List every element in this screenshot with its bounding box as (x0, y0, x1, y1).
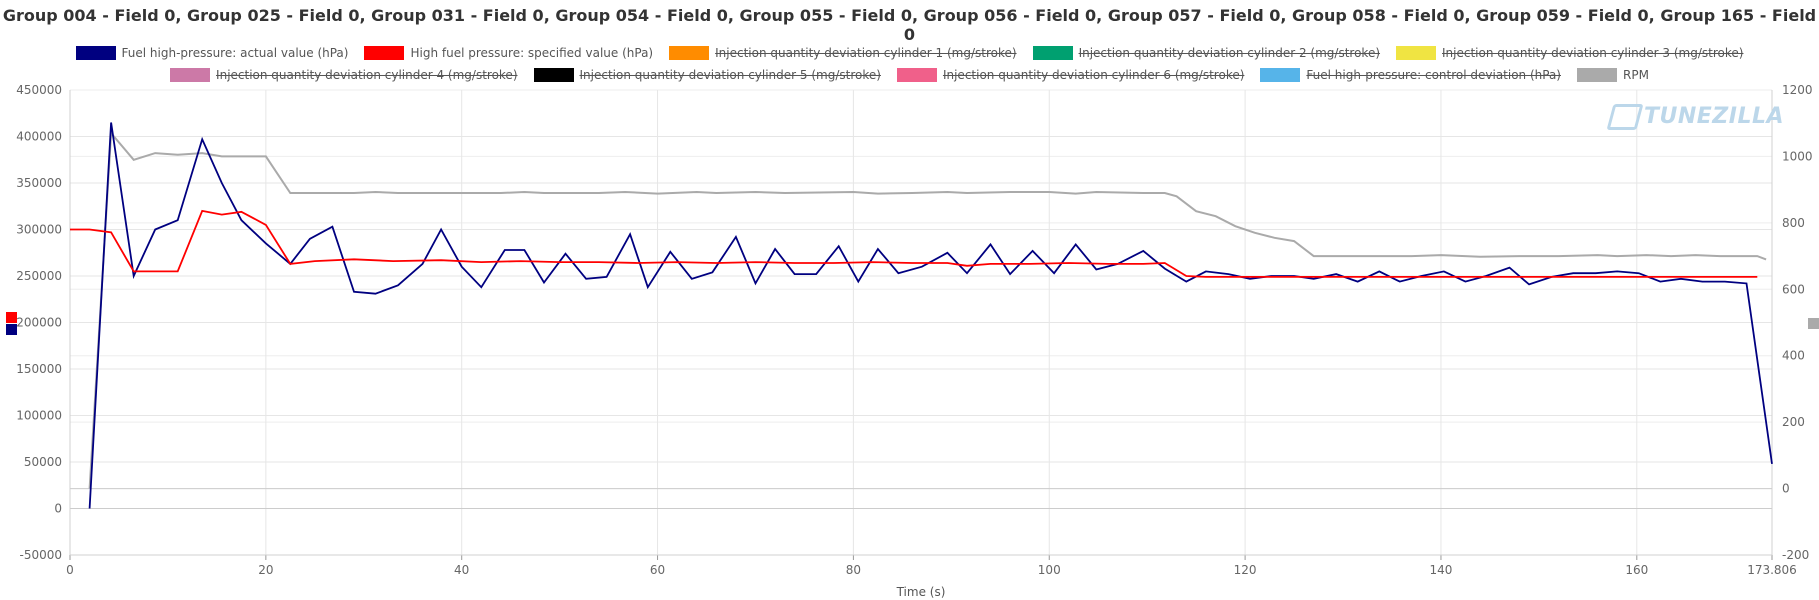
x-tick-label: 40 (454, 563, 469, 577)
watermark-text: TUNEZILLA (1644, 104, 1785, 129)
legend-label: RPM (1623, 68, 1649, 82)
legend-swatch (1260, 68, 1301, 82)
legend-label: High fuel pressure: specified value (hPa… (410, 46, 654, 60)
y-left-tick-label: 50000 (24, 455, 62, 469)
x-axis-title: Time (s) (896, 585, 946, 599)
legend-item[interactable]: Injection quantity deviation cylinder 2 … (1032, 46, 1381, 60)
y-left-tick-label: 100000 (16, 409, 62, 423)
y-left-tick-label: 350000 (16, 176, 62, 190)
series-line-0[interactable] (88, 122, 1773, 509)
y-left-tick-label: 150000 (16, 362, 62, 376)
legend-swatch (364, 46, 405, 60)
series-line-1[interactable] (70, 209, 1758, 278)
y-right-tick-label: 200 (1782, 415, 1805, 429)
legend-swatch (170, 68, 211, 82)
y-left-tick-label: 0 (54, 502, 62, 516)
legend-item[interactable]: High fuel pressure: specified value (hPa… (364, 46, 653, 60)
y-left-tick-label: -50000 (19, 548, 62, 562)
series-line-9[interactable] (88, 130, 1767, 489)
y-left-tick-label: 450000 (16, 83, 62, 97)
y-right-tick-label: 0 (1782, 482, 1790, 496)
legend-label: Injection quantity deviation cylinder 4 … (216, 68, 518, 82)
legend-item[interactable]: Injection quantity deviation cylinder 6 … (896, 68, 1245, 82)
x-tick-label: 80 (846, 563, 861, 577)
watermark-mark-icon (1606, 104, 1644, 130)
y-right-tick-label: 1000 (1782, 149, 1813, 163)
x-tick-label: 0 (66, 563, 74, 577)
axis-series-marker (6, 312, 17, 323)
x-tick-label: 140 (1430, 563, 1453, 577)
y-right-tick-label: 600 (1782, 282, 1805, 296)
legend-item[interactable]: RPM (1577, 68, 1649, 82)
legend-item[interactable]: Fuel high-pressure: actual value (hPa) (75, 46, 349, 60)
y-right-tick-label: 1200 (1782, 83, 1813, 97)
x-tick-label: 160 (1625, 563, 1648, 577)
series-layer (70, 122, 1773, 509)
legend-swatch (75, 46, 116, 60)
marker-layer (6, 312, 1819, 335)
legend-item[interactable]: Injection quantity deviation cylinder 5 … (533, 68, 881, 82)
axis-series-marker (6, 324, 17, 335)
axis-layer: 4500004000003500003000002500002000001500… (16, 83, 1812, 577)
x-tick-label: 100 (1038, 563, 1061, 577)
legend-item[interactable]: Fuel high-pressure: control deviation (h… (1260, 68, 1561, 82)
axis-series-marker (1808, 318, 1819, 329)
legend-swatch (896, 68, 937, 82)
legend-item[interactable]: Injection quantity deviation cylinder 1 … (669, 46, 1017, 60)
legend-label: Injection quantity deviation cylinder 5 … (579, 68, 881, 82)
legend-swatch (533, 68, 574, 82)
legend-row-1: Fuel high-pressure: actual value (hPa) H… (0, 42, 1819, 64)
legend-item[interactable]: Injection quantity deviation cylinder 4 … (170, 68, 518, 82)
y-left-tick-label: 300000 (16, 223, 62, 237)
x-tick-label: 120 (1234, 563, 1257, 577)
y-right-tick-label: 800 (1782, 216, 1805, 230)
legend-label: Fuel high-pressure: control deviation (h… (1306, 68, 1561, 82)
y-left-tick-label: 250000 (16, 269, 62, 283)
y-right-tick-label: -200 (1782, 548, 1809, 562)
legend-row-2: Injection quantity deviation cylinder 4 … (0, 64, 1819, 86)
legend-label: Injection quantity deviation cylinder 2 … (1078, 46, 1381, 60)
legend-label: Injection quantity deviation cylinder 1 … (715, 46, 1017, 60)
legend-label: Fuel high-pressure: actual value (hPa) (121, 46, 349, 60)
chart-title: Group 004 - Field 0, Group 025 - Field 0… (2, 6, 1817, 44)
y-left-tick-label: 200000 (16, 316, 62, 330)
legend-label: Injection quantity deviation cylinder 6 … (942, 68, 1245, 82)
y-left-tick-label: 400000 (16, 130, 62, 144)
grid-layer (69, 89, 1773, 556)
legend: Fuel high-pressure: actual value (hPa) H… (0, 42, 1819, 86)
x-tick-label: 60 (650, 563, 665, 577)
legend-swatch (1577, 68, 1617, 82)
x-tick-label: 20 (258, 563, 273, 577)
legend-swatch (1032, 46, 1073, 60)
legend-item[interactable]: Injection quantity deviation cylinder 3 … (1396, 46, 1743, 60)
legend-swatch (1396, 46, 1437, 60)
legend-label: Injection quantity deviation cylinder 3 … (1442, 46, 1744, 60)
watermark-logo: TUNEZILLA (1606, 104, 1785, 130)
legend-swatch (669, 46, 710, 60)
x-tick-label: 173.806 (1747, 563, 1797, 577)
y-right-tick-label: 400 (1782, 349, 1805, 363)
